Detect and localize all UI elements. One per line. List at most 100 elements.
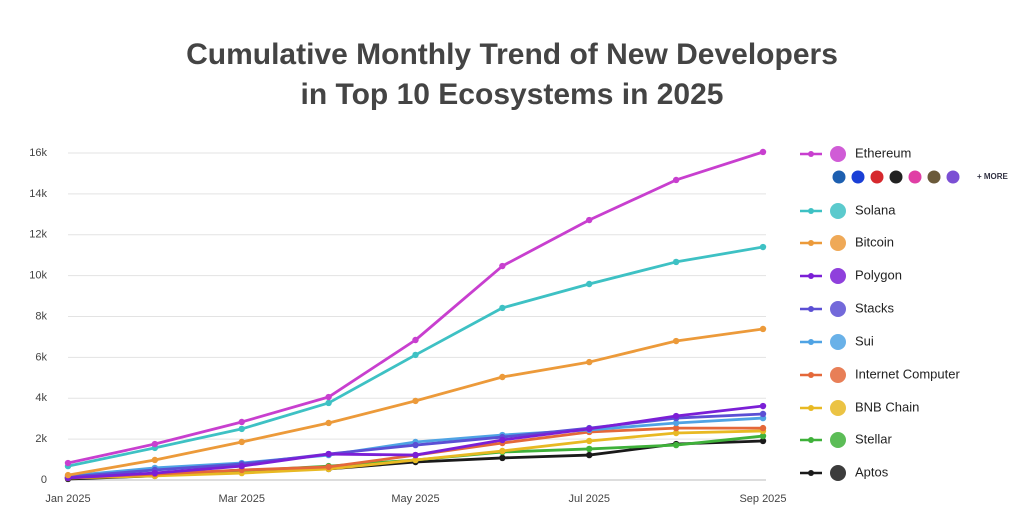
legend-label: Aptos	[855, 464, 889, 479]
data-point	[586, 425, 593, 433]
legend-icon	[830, 465, 846, 481]
legend-icon	[830, 400, 846, 416]
legend-label: BNB Chain	[855, 399, 919, 414]
legend-label: Bitcoin	[855, 234, 894, 249]
y-tick-label: 8k	[35, 310, 47, 322]
data-point	[759, 325, 767, 333]
x-tick-label: May 2025	[391, 493, 439, 505]
legend-swatch-dot	[808, 405, 814, 411]
y-tick-label: 2k	[35, 433, 47, 445]
y-tick-label: 12k	[29, 229, 47, 241]
x-tick-label: Jan 2025	[45, 493, 90, 505]
legend-more: + MORE	[977, 172, 1009, 181]
data-point	[151, 469, 159, 477]
data-point	[672, 419, 680, 427]
data-point	[412, 451, 419, 459]
legend-swatch-dot	[808, 339, 814, 345]
data-point	[672, 441, 680, 449]
data-point	[499, 436, 506, 444]
legend-label: Stellar	[855, 431, 893, 446]
legend-swatch-dot	[808, 273, 814, 279]
chart-title: Cumulative Monthly Trend of New Develope…	[186, 38, 838, 71]
y-tick-label: 16k	[29, 147, 47, 159]
data-point	[499, 454, 506, 462]
data-point	[759, 424, 767, 432]
legend-label: Sui	[855, 333, 874, 348]
data-point	[586, 280, 593, 288]
data-point	[412, 397, 419, 405]
data-point	[759, 437, 767, 445]
data-point	[499, 304, 506, 312]
data-point	[672, 412, 680, 420]
legend-swatch-dot	[808, 437, 814, 443]
data-point	[759, 402, 767, 410]
legend-icon	[830, 268, 846, 284]
legend-swatch-dot	[808, 151, 814, 157]
data-point	[325, 463, 332, 471]
data-point	[412, 351, 419, 359]
x-tick-label: Jul 2025	[568, 493, 610, 505]
data-point	[238, 438, 245, 446]
legend-icon	[889, 170, 903, 184]
data-point	[759, 243, 767, 251]
data-point	[151, 456, 159, 464]
data-point	[586, 216, 593, 224]
data-point	[238, 425, 245, 433]
data-point	[412, 456, 419, 464]
y-tick-label: 14k	[29, 188, 47, 200]
data-point	[672, 337, 680, 345]
legend-label: Ethereum	[855, 145, 911, 160]
x-tick-label: Sep 2025	[739, 493, 786, 505]
data-point	[672, 429, 680, 437]
legend-label: Internet Computer	[855, 366, 960, 381]
legend-swatch-dot	[808, 240, 814, 246]
data-point	[586, 445, 593, 453]
legend-swatch-dot	[808, 470, 814, 476]
data-point	[759, 410, 767, 418]
legend-label: Stacks	[855, 300, 895, 315]
data-point	[151, 440, 159, 448]
legend-icon	[830, 367, 846, 383]
data-point	[499, 447, 506, 455]
chart-title: in Top 10 Ecosystems in 2025	[301, 78, 724, 111]
legend-swatch-dot	[808, 208, 814, 214]
legend-swatch-dot	[808, 372, 814, 378]
legend-icon	[830, 432, 846, 448]
data-point	[325, 450, 332, 458]
legend-icon	[830, 146, 846, 162]
data-point	[412, 336, 419, 344]
data-point	[759, 148, 767, 156]
data-point	[759, 432, 767, 440]
data-point	[64, 459, 72, 467]
data-point	[238, 418, 245, 426]
legend-swatch-dot	[808, 306, 814, 312]
data-point	[412, 441, 419, 449]
data-point	[64, 471, 72, 479]
legend-icon	[830, 235, 846, 251]
data-point	[586, 358, 593, 366]
data-point	[499, 373, 506, 381]
legend-icon	[830, 203, 846, 219]
series-line	[67, 150, 764, 465]
legend-label: Polygon	[855, 267, 902, 282]
legend-icon	[908, 170, 922, 184]
y-tick-label: 0	[41, 474, 47, 486]
data-point	[325, 419, 332, 427]
data-point	[238, 462, 245, 470]
y-tick-label: 6k	[35, 351, 47, 363]
legend-label: Solana	[855, 202, 896, 217]
legend-icon	[851, 170, 865, 184]
x-tick-label: Mar 2025	[219, 493, 265, 505]
y-tick-label: 4k	[35, 392, 47, 404]
legend-icon	[870, 170, 884, 184]
legend-icon	[946, 170, 960, 184]
data-point	[672, 176, 680, 184]
data-point	[325, 393, 332, 401]
legend-icon	[830, 334, 846, 350]
legend-icon	[927, 170, 941, 184]
y-tick-label: 10k	[29, 270, 47, 282]
data-point	[672, 424, 680, 432]
legend-icon	[832, 170, 846, 184]
data-point	[325, 399, 332, 407]
